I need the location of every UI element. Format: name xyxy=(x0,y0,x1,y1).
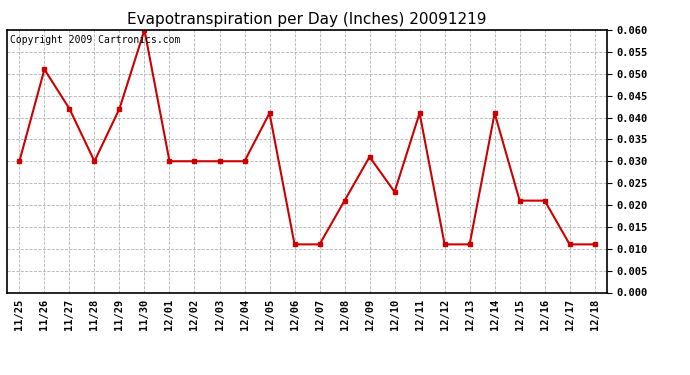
Text: Copyright 2009 Cartronics.com: Copyright 2009 Cartronics.com xyxy=(10,35,180,45)
Title: Evapotranspiration per Day (Inches) 20091219: Evapotranspiration per Day (Inches) 2009… xyxy=(127,12,487,27)
